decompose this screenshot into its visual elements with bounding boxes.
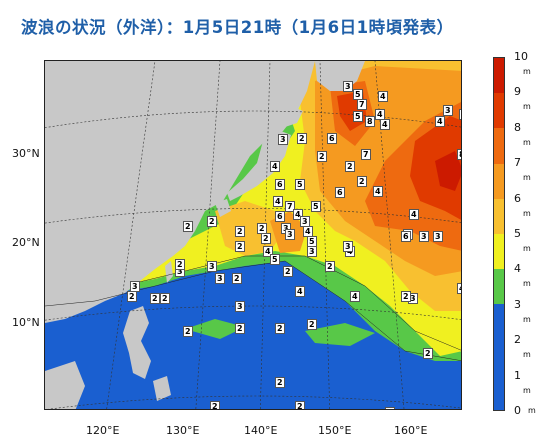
color-scale-unit-label: m	[523, 208, 531, 218]
wave-height-label: 4	[435, 116, 445, 127]
wave-height-label: 3	[307, 246, 317, 257]
wave-height-label: 7	[357, 99, 367, 110]
color-scale-level-label: 6	[514, 191, 521, 205]
color-scale-level-label: 2	[514, 333, 521, 347]
color-scale-level-label: 7	[514, 156, 521, 170]
wave-height-label: 4	[380, 119, 390, 130]
wave-height-label: 3	[433, 231, 443, 242]
color-scale-unit-label: m	[528, 406, 536, 415]
color-scale-level-label: 3	[514, 297, 521, 311]
color-scale-level-label: 10	[514, 50, 528, 63]
lon-label-150e: 150°E	[318, 424, 352, 437]
wave-height-label: 4	[373, 186, 383, 197]
lon-label-140e: 140°E	[244, 424, 278, 437]
wave-height-label: 7	[285, 201, 295, 212]
wave-height-label: 2	[459, 109, 461, 120]
wave-height-label: 3	[207, 261, 217, 272]
wave-map: 3574445862324564764233545324367832244332…	[44, 60, 462, 410]
wave-height-label: 4	[375, 109, 385, 120]
lat-label-20n: 20°N	[12, 236, 40, 249]
wave-height-label: 4	[273, 196, 283, 207]
lon-label-120e: 120°E	[86, 424, 120, 437]
color-scale-unit-label: m	[523, 173, 531, 183]
wave-height-label: 2	[183, 221, 193, 232]
wave-height-label: 2	[261, 233, 271, 244]
wave-height-label: 5	[311, 201, 321, 212]
wave-height-label: 4	[378, 91, 388, 102]
color-scale-level-label: 9	[514, 85, 521, 99]
wave-height-label: 8	[365, 116, 375, 127]
wave-height-label: 6	[275, 211, 285, 222]
wave-height-label: 2	[423, 348, 433, 359]
wave-height-label: 4	[263, 246, 273, 257]
wave-height-label: 2	[275, 323, 285, 334]
wave-height-label: 3	[235, 301, 245, 312]
wave-height-label: 4	[270, 161, 280, 172]
wave-height-label: 6	[401, 231, 411, 242]
wave-height-label: 3	[285, 229, 295, 240]
wave-height-label: 2	[160, 293, 170, 304]
wave-height-label: 5	[353, 111, 363, 122]
wave-height-label: 6	[327, 133, 337, 144]
wave-height-label: 2	[297, 133, 307, 144]
wave-height-label: 8	[457, 149, 461, 160]
color-scale-level-label: 4	[514, 262, 521, 276]
wave-height-label: 2	[235, 323, 245, 334]
wave-height-label: 4	[457, 283, 461, 294]
wave-height-label: 7	[361, 149, 371, 160]
lat-label-10n: 10°N	[12, 316, 40, 329]
wave-height-label: 2	[317, 151, 327, 162]
wave-height-label: 2	[345, 161, 355, 172]
color-scale-level-label: 5	[514, 227, 521, 240]
color-scale-level-label: 0	[514, 404, 521, 417]
wave-height-label: 4	[295, 286, 305, 297]
wave-height-label: 6	[335, 187, 345, 198]
page-title: 波浪の状況（外洋）：1月5日21時（1月6日1時頃発表）	[21, 18, 454, 37]
lat-label-30n: 30°N	[12, 147, 40, 160]
color-scale-unit-label: m	[523, 314, 531, 324]
lon-label-130e: 130°E	[166, 424, 200, 437]
wave-height-label: 2	[401, 291, 411, 302]
color-scale-bar	[493, 57, 505, 411]
wave-height-label: 2	[175, 259, 185, 270]
wave-height-label: 4	[409, 209, 419, 220]
lon-label-160e: 160°E	[394, 424, 428, 437]
color-scale-level-label: 8	[514, 120, 521, 134]
wave-height-label: 4	[293, 209, 303, 220]
wave-height-label: 4	[350, 291, 360, 302]
wave-height-label: 2	[295, 401, 305, 410]
wave-height-label: 5	[270, 254, 280, 265]
color-scale-unit-label: m	[523, 385, 531, 395]
wave-height-label: 3	[215, 273, 225, 284]
wave-height-label: 2	[357, 176, 367, 187]
wave-height-label: 2	[235, 241, 245, 252]
wave-height-label: 5	[295, 179, 305, 190]
wave-height-label: 3	[343, 241, 353, 252]
wave-height-label: 2	[150, 293, 160, 304]
wave-height-label: 3	[278, 134, 288, 145]
wave-height-label: 2	[283, 266, 293, 277]
color-scale-unit-label: m	[523, 279, 531, 289]
wave-height-label: 2	[183, 326, 193, 337]
wave-height-label: 2	[307, 319, 317, 330]
wave-height-label: 2	[210, 401, 220, 410]
color-scale-unit-label: m	[523, 67, 531, 76]
color-scale-level-label: 1	[514, 368, 521, 382]
color-scale-unit-label: m	[523, 350, 531, 360]
wave-height-label: 2	[235, 226, 245, 237]
wave-height-label: 3	[385, 407, 395, 409]
color-scale-unit-label: m	[523, 102, 531, 112]
wave-height-label: 2	[325, 261, 335, 272]
color-scale-unit-label: m	[523, 137, 531, 147]
wave-height-label: 2	[232, 273, 242, 284]
wave-height-label: 2	[127, 291, 137, 302]
wave-height-label: 3	[343, 81, 353, 92]
wave-height-label: 2	[275, 377, 285, 388]
wave-height-label: 6	[275, 179, 285, 190]
color-scale-unit-label: m	[523, 244, 531, 253]
wave-height-label: 3	[443, 105, 453, 116]
wave-height-label: 2	[207, 216, 217, 227]
wave-height-label: 3	[419, 231, 429, 242]
